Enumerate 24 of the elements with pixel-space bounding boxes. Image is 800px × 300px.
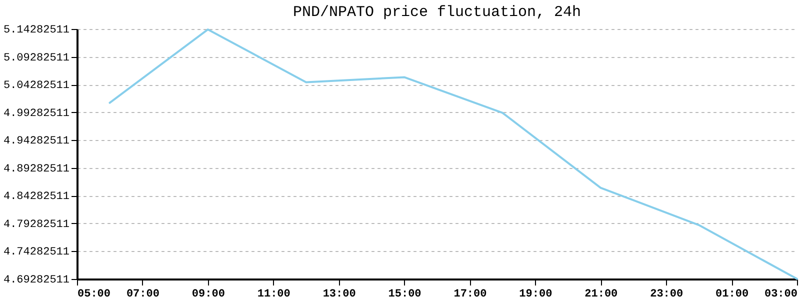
x-tick-label: 15:00 bbox=[388, 288, 422, 300]
x-tick-label: 17:00 bbox=[454, 288, 487, 300]
y-tick-label: 4.94282511 bbox=[3, 136, 70, 148]
y-tick-label: 4.69282511 bbox=[3, 274, 70, 286]
x-tick-label: 13:00 bbox=[322, 288, 356, 300]
y-tick-label: 5.09282511 bbox=[3, 52, 70, 64]
y-tick-label: 4.79282511 bbox=[3, 218, 70, 231]
y-tick-label: 5.14282511 bbox=[3, 24, 70, 36]
x-tick-label: 05:00 bbox=[78, 288, 111, 300]
chart-title: PND/NPATO price fluctuation, 24h bbox=[292, 4, 582, 21]
y-tick-label: 4.84282511 bbox=[3, 191, 70, 204]
x-tick-label: 23:00 bbox=[650, 288, 684, 300]
line-series bbox=[108, 28, 798, 280]
y-tick-label: 4.89282511 bbox=[3, 163, 70, 176]
y-tick-label: 5.04282511 bbox=[3, 80, 70, 92]
x-tick-label: 07:00 bbox=[126, 288, 160, 300]
y-tick-label: 4.74282511 bbox=[3, 246, 70, 259]
y-tick-label: 4.99282511 bbox=[3, 108, 70, 120]
x-tick-label: 03:00 bbox=[764, 288, 798, 300]
x-tick-label: 01:00 bbox=[716, 288, 749, 300]
x-tick-label: 21:00 bbox=[584, 288, 618, 300]
x-tick-label: 19:00 bbox=[519, 288, 552, 300]
x-tick-label: 09:00 bbox=[192, 288, 225, 300]
x-tick-label: 11:00 bbox=[257, 288, 290, 300]
